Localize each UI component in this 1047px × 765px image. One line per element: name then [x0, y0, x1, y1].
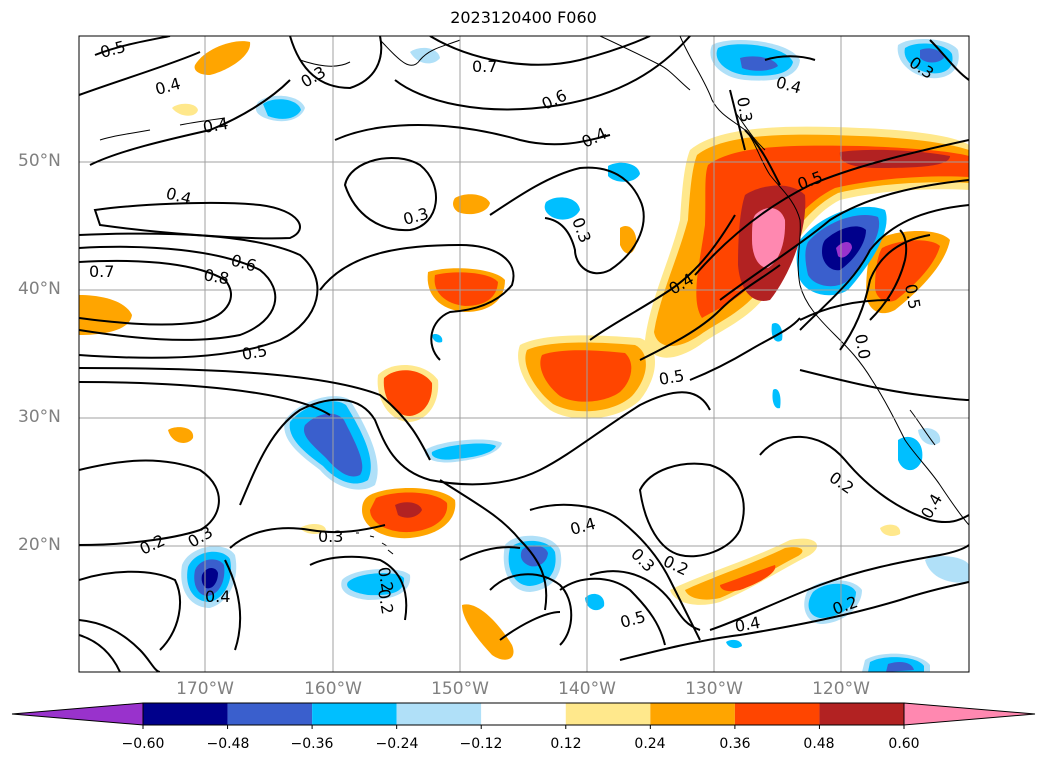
colorbar-extend-low	[11, 702, 144, 726]
contour-label: 0.5	[240, 341, 268, 364]
contour-label: 0.5	[901, 282, 924, 310]
colorbar-swatch	[143, 703, 228, 725]
colorbar-swatch	[734, 703, 820, 725]
colorbar-swatch	[565, 703, 651, 725]
lon-label: 120°W	[812, 679, 870, 699]
contour-label: 0.4	[205, 587, 230, 606]
contour-label: 0.4	[733, 613, 761, 636]
colorbar-extend-high	[903, 702, 1036, 726]
contour-label: 0.3	[318, 527, 343, 546]
contour-label: 0.7	[472, 57, 497, 76]
colorbar-swatch	[819, 703, 904, 725]
lat-label: 40°N	[18, 279, 61, 299]
colorbar-tick-label: −0.60	[121, 736, 165, 752]
colorbar-swatch	[312, 703, 397, 725]
plot-area: 0.5 0.4 0.4 0.3 0.7 0.6 0.4 0.3 0.3 0.4 …	[79, 36, 969, 672]
positive-anomaly-fill	[79, 41, 969, 660]
colorbar-swatch	[650, 703, 735, 725]
contour-label: 0.5	[657, 366, 685, 389]
contour-label: 0.7	[89, 262, 114, 281]
colorbar-tick-label: 0.12	[550, 736, 582, 752]
colorbar-swatch	[481, 703, 566, 725]
map-title: 2023120400 F060	[450, 8, 597, 27]
contour-label: 0.4	[201, 114, 229, 137]
contour-lines	[79, 36, 969, 672]
colorbar-tick-label: 0.24	[634, 736, 666, 752]
colorbar	[11, 702, 1036, 729]
plot-frame	[78, 35, 970, 673]
colorbar-tick-label: 0.60	[888, 736, 920, 752]
lon-label: 130°W	[685, 679, 743, 699]
lat-label: 50°N	[18, 151, 61, 171]
lat-label: 30°N	[18, 407, 61, 427]
colorbar-tick-label: 0.36	[719, 736, 751, 752]
colorbar-swatch	[396, 703, 482, 725]
contour-label: 0.3	[733, 95, 756, 123]
colorbar-tick-label: −0.12	[459, 736, 503, 752]
colorbar-tick-label: 0.48	[803, 736, 835, 752]
colorbar-tick-label: −0.36	[290, 736, 334, 752]
lon-label: 140°W	[558, 679, 616, 699]
colorbar-tick-label: −0.48	[206, 736, 250, 752]
colorbar-swatch	[227, 703, 313, 725]
lon-label: 150°W	[431, 679, 489, 699]
gridlines	[79, 36, 969, 672]
lat-label: 20°N	[18, 535, 61, 555]
lon-label: 170°W	[176, 679, 234, 699]
contour-label: 0.2	[374, 587, 397, 615]
colorbar-tick-label: −0.24	[375, 736, 419, 752]
contour-label: 0.0	[851, 332, 874, 360]
contour-label: 0.8	[202, 265, 230, 288]
contour-label: 0.2	[374, 565, 397, 593]
colorbar-frame	[142, 702, 905, 726]
lon-label: 160°W	[304, 679, 362, 699]
